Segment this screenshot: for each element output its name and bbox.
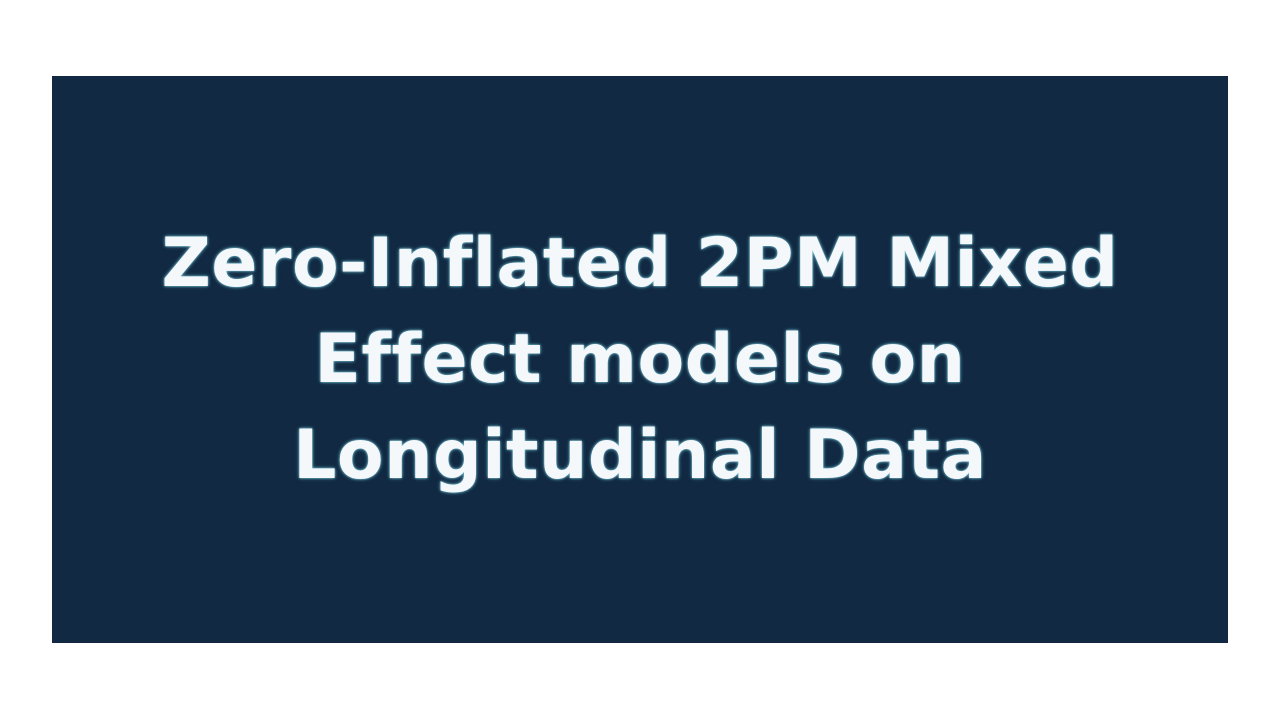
title-banner: Zero-Inflated 2PM Mixed Effect models on…: [52, 76, 1228, 643]
title-line-1: Zero-Inflated 2PM Mixed: [161, 223, 1119, 303]
title-line-2: Effect models on: [314, 319, 966, 399]
title-line-3: Longitudinal Data: [293, 415, 987, 495]
slide-title: Zero-Inflated 2PM Mixed Effect models on…: [90, 216, 1190, 504]
